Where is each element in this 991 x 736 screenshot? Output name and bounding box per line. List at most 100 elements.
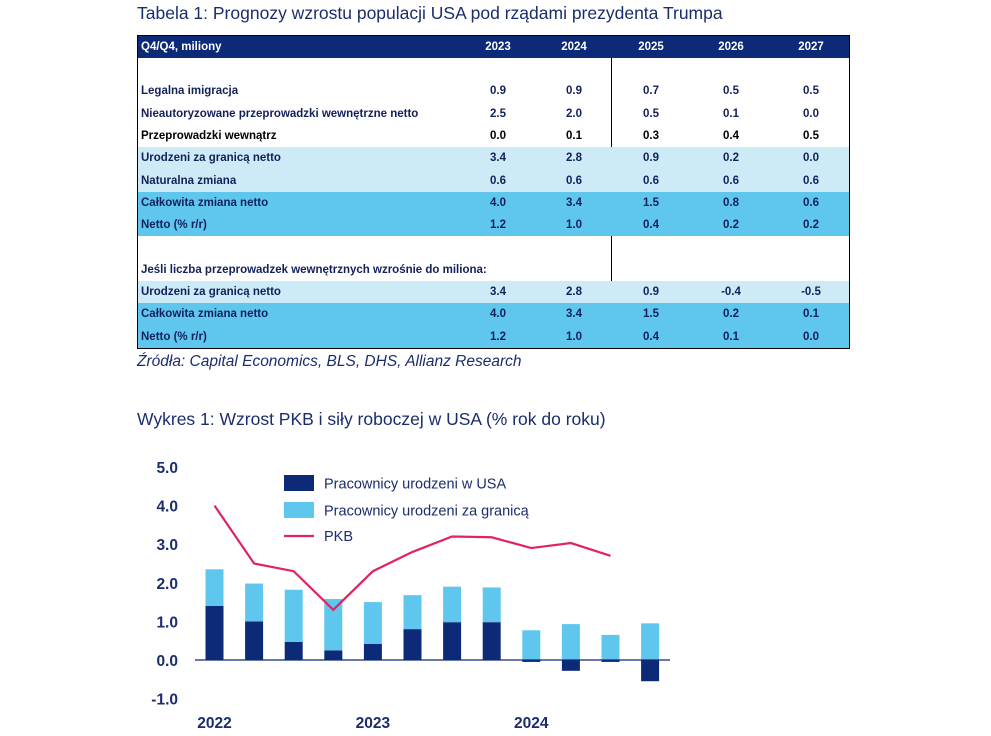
row-value: 0.6 bbox=[723, 174, 739, 187]
row-value: 0.6 bbox=[566, 174, 582, 187]
row-value: 3.4 bbox=[566, 196, 582, 209]
legend-swatch-us-born bbox=[284, 475, 314, 491]
row-value: 4.0 bbox=[490, 196, 506, 209]
bar-foreign-born bbox=[205, 569, 224, 606]
row-value: 1.5 bbox=[643, 308, 659, 321]
bar-us-born bbox=[363, 643, 382, 660]
table-header-row: Q4/Q4, miliony 2023 2024 2025 2026 2027 bbox=[138, 36, 849, 58]
bar-us-born bbox=[601, 660, 620, 662]
row-value: 0.6 bbox=[490, 174, 506, 187]
bar-us-born bbox=[245, 621, 264, 660]
table-row: Całkowita zmiana netto 4.0 3.4 1.5 0.8 0… bbox=[138, 191, 849, 215]
population-table: Q4/Q4, miliony 2023 2024 2025 2026 2027 … bbox=[137, 35, 850, 349]
header-year: 2027 bbox=[798, 41, 824, 53]
bar-foreign-born bbox=[561, 624, 580, 660]
y-tick-label: 1.0 bbox=[156, 614, 178, 631]
header-year: 2024 bbox=[561, 41, 587, 53]
row-value: 2.8 bbox=[566, 286, 582, 299]
scenario-label: Jeśli liczba przeprowadzek wewnętrznych … bbox=[141, 263, 487, 276]
y-tick-label: 2.0 bbox=[156, 576, 178, 593]
table-row: Całkowita zmiana netto 4.0 3.4 1.5 0.2 0… bbox=[138, 303, 849, 326]
table-row: Netto (% r/r) 1.2 1.0 0.4 0.1 0.0 bbox=[138, 325, 849, 348]
bar-foreign-born bbox=[522, 630, 541, 660]
bar-us-born bbox=[403, 629, 422, 660]
table-row: Legalna imigracja 0.9 0.9 0.7 0.5 0.5 bbox=[138, 80, 849, 102]
scenario-label-row: Jeśli liczba przeprowadzek wewnętrznych … bbox=[138, 259, 849, 281]
row-value: 0.5 bbox=[803, 85, 819, 98]
row-value: 0.7 bbox=[643, 85, 659, 98]
row-value: 0.6 bbox=[803, 174, 819, 187]
y-tick-label: 5.0 bbox=[156, 460, 178, 477]
row-value: 0.4 bbox=[643, 219, 659, 232]
y-tick-label: 3.0 bbox=[156, 537, 178, 554]
row-value: 0.4 bbox=[723, 130, 739, 143]
row-value: 3.4 bbox=[490, 286, 506, 299]
row-label: Netto (% r/r) bbox=[141, 330, 207, 343]
row-label: Netto (% r/r) bbox=[141, 219, 207, 232]
bar-foreign-born bbox=[641, 623, 660, 660]
bar-foreign-born bbox=[284, 589, 303, 642]
row-value: 1.5 bbox=[643, 196, 659, 209]
bar-foreign-born bbox=[324, 599, 343, 651]
header-year: 2026 bbox=[718, 41, 744, 53]
row-value: 0.5 bbox=[803, 130, 819, 143]
table-row: Naturalna zmiana 0.6 0.6 0.6 0.6 0.6 bbox=[138, 169, 849, 192]
x-axis-label: 2024 bbox=[514, 715, 549, 732]
row-label: Całkowita zmiana netto bbox=[141, 308, 269, 321]
chart-legend: Pracownicy urodzeni w USA Pracownicy uro… bbox=[284, 475, 530, 545]
table-row: Netto (% r/r) 1.2 1.0 0.4 0.2 0.2 bbox=[138, 214, 849, 237]
bar-us-born bbox=[522, 660, 541, 662]
row-value: 0.0 bbox=[490, 130, 506, 143]
legend-label: Pracownicy urodzeni za granicą bbox=[324, 504, 530, 520]
row-value: 2.5 bbox=[490, 107, 506, 120]
bar-foreign-born bbox=[403, 595, 422, 630]
row-label: Przeprowadzki wewnątrz bbox=[141, 130, 277, 143]
row-value: 0.1 bbox=[723, 330, 739, 343]
row-label: Całkowita zmiana netto bbox=[141, 196, 269, 209]
row-value: 0.6 bbox=[803, 196, 819, 209]
row-value: 0.9 bbox=[643, 152, 659, 165]
bar-us-born bbox=[641, 660, 660, 682]
x-axis-labels: 2022 2023 2024 bbox=[197, 715, 549, 732]
legend-swatch-foreign-born bbox=[284, 502, 314, 518]
y-axis-ticks: 5.0 4.0 3.0 2.0 1.0 0.0 -1.0 bbox=[151, 460, 178, 709]
bars bbox=[205, 569, 660, 682]
legend-label: Pracownicy urodzeni w USA bbox=[324, 477, 506, 493]
bar-foreign-born bbox=[363, 602, 382, 644]
x-axis-label: 2023 bbox=[356, 715, 391, 732]
bar-foreign-born bbox=[601, 634, 620, 660]
bar-us-born bbox=[205, 605, 224, 660]
row-value: 1.2 bbox=[490, 219, 506, 232]
row-value: 0.2 bbox=[803, 219, 819, 232]
row-value: 0.3 bbox=[643, 130, 659, 143]
row-value: 0.8 bbox=[723, 196, 739, 209]
row-value: 2.0 bbox=[566, 107, 582, 120]
row-value: 0.9 bbox=[490, 85, 506, 98]
table-row: Urodzeni za granicą netto 3.4 2.8 0.9 -0… bbox=[138, 280, 849, 304]
row-label: Naturalna zmiana bbox=[141, 174, 237, 187]
row-value: 0.2 bbox=[723, 219, 739, 232]
row-value: 1.0 bbox=[566, 219, 582, 232]
y-tick-label: -1.0 bbox=[151, 692, 178, 709]
row-value: 3.4 bbox=[490, 152, 506, 165]
row-value: 0.0 bbox=[803, 107, 819, 120]
header-year: 2025 bbox=[638, 41, 664, 53]
table-row: Urodzeni za granicą netto 3.4 2.8 0.9 0.… bbox=[138, 147, 849, 170]
row-value: 0.1 bbox=[803, 308, 819, 321]
table-title: Tabela 1: Prognozy wzrostu populacji USA… bbox=[137, 3, 723, 23]
row-label: Urodzeni za granicą netto bbox=[141, 286, 281, 299]
row-value: 0.1 bbox=[723, 107, 739, 120]
row-value: 1.2 bbox=[490, 330, 506, 343]
source-note: Źródła: Capital Economics, BLS, DHS, All… bbox=[137, 353, 522, 370]
row-value: 0.5 bbox=[643, 107, 659, 120]
row-value: -0.4 bbox=[721, 286, 741, 299]
row-value: 2.8 bbox=[566, 152, 582, 165]
bar-us-born bbox=[482, 622, 501, 660]
bar-us-born bbox=[443, 622, 462, 660]
row-value: 0.5 bbox=[723, 85, 739, 98]
gdp-line bbox=[213, 504, 611, 612]
chart-title: Wykres 1: Wzrost PKB i siły roboczej w U… bbox=[137, 409, 606, 429]
table-row: Przeprowadzki wewnątrz 0.0 0.1 0.3 0.4 0… bbox=[138, 125, 849, 147]
row-value: -0.5 bbox=[801, 286, 821, 299]
